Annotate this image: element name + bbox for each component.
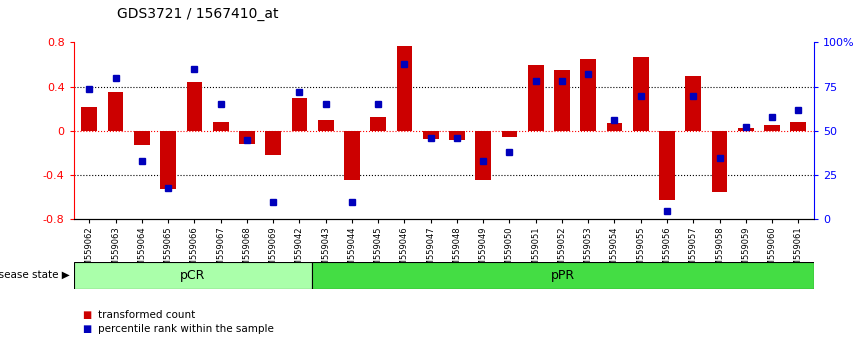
Bar xyxy=(712,131,727,192)
Bar xyxy=(318,120,333,131)
Bar xyxy=(81,107,97,131)
Text: pPR: pPR xyxy=(551,269,575,282)
Bar xyxy=(397,46,412,131)
Bar xyxy=(738,128,753,131)
Bar xyxy=(107,92,124,131)
Bar xyxy=(265,131,281,155)
Bar xyxy=(606,123,623,131)
Text: GDS3721 / 1567410_at: GDS3721 / 1567410_at xyxy=(117,7,278,21)
Bar xyxy=(213,122,229,131)
Text: percentile rank within the sample: percentile rank within the sample xyxy=(98,324,274,334)
Bar xyxy=(449,131,465,140)
Bar xyxy=(344,131,359,180)
Bar xyxy=(186,82,203,131)
Bar xyxy=(292,98,307,131)
Bar xyxy=(239,131,255,144)
Text: ■: ■ xyxy=(82,310,92,320)
Text: pCR: pCR xyxy=(180,269,205,282)
Bar xyxy=(791,122,806,131)
Bar xyxy=(659,131,675,200)
Bar xyxy=(685,76,701,131)
Bar xyxy=(528,65,544,131)
Bar xyxy=(580,59,596,131)
Bar xyxy=(764,125,780,131)
Text: ■: ■ xyxy=(82,324,92,334)
Bar xyxy=(554,70,570,131)
Bar xyxy=(423,131,438,139)
Bar xyxy=(134,131,150,145)
Bar xyxy=(371,116,386,131)
Bar xyxy=(633,57,649,131)
Bar xyxy=(312,262,814,289)
Text: disease state ▶: disease state ▶ xyxy=(0,270,69,280)
Text: transformed count: transformed count xyxy=(98,310,195,320)
Bar xyxy=(160,131,176,188)
Bar xyxy=(501,131,517,137)
Bar xyxy=(475,131,491,180)
Bar xyxy=(74,262,312,289)
